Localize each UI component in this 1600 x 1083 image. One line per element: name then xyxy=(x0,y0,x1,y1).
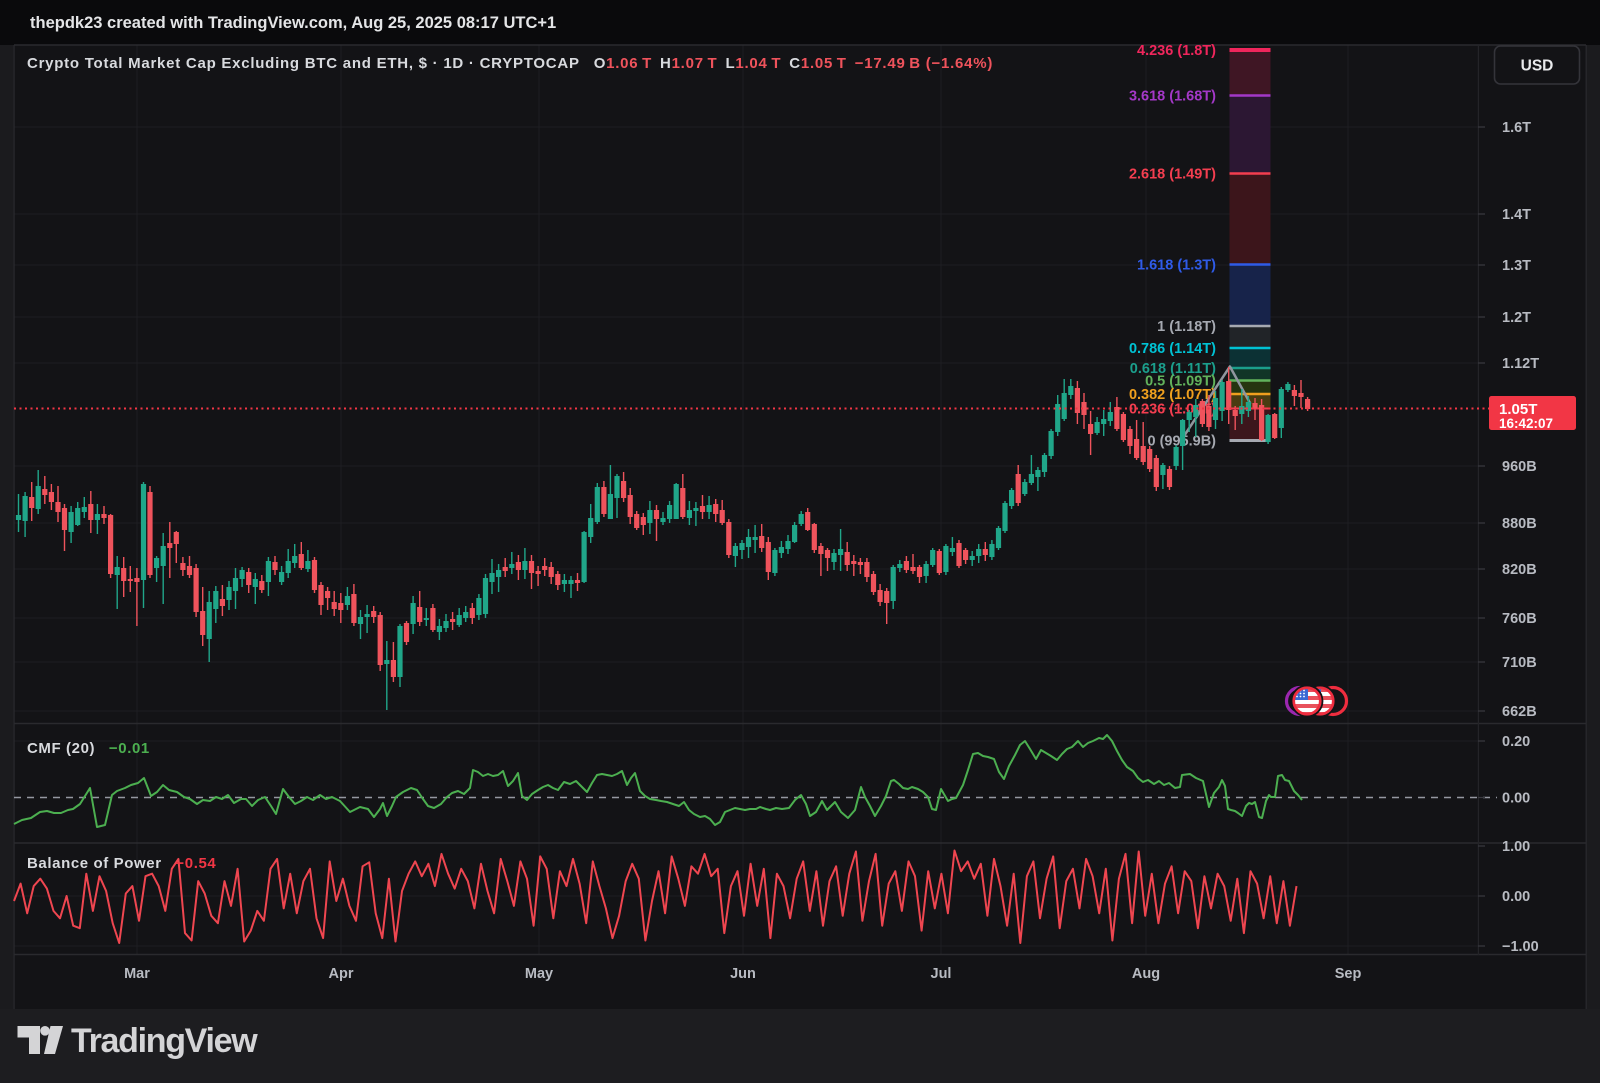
svg-text:3.618 (1.68T): 3.618 (1.68T) xyxy=(1129,89,1216,105)
svg-text:16:42:07: 16:42:07 xyxy=(1499,416,1553,431)
svg-text:Mar: Mar xyxy=(124,966,150,982)
svg-text:820B: 820B xyxy=(1502,562,1537,578)
svg-text:Jul: Jul xyxy=(931,966,952,982)
svg-text:TradingView: TradingView xyxy=(71,1022,258,1060)
svg-text:Apr: Apr xyxy=(329,966,354,982)
svg-text:1.00: 1.00 xyxy=(1502,839,1530,855)
svg-text:0.618 (1.11T): 0.618 (1.11T) xyxy=(1130,361,1216,377)
svg-text:Crypto Total Market Cap Exclud: Crypto Total Market Cap Excluding BTC an… xyxy=(27,55,993,72)
svg-text:1.05T: 1.05T xyxy=(1499,401,1537,418)
svg-text:1 (1.18T): 1 (1.18T) xyxy=(1157,319,1216,335)
svg-text:710B: 710B xyxy=(1502,655,1537,671)
svg-text:0.00: 0.00 xyxy=(1502,889,1530,905)
svg-text:thepdk23 created with TradingV: thepdk23 created with TradingView.com, A… xyxy=(30,14,556,32)
svg-text:760B: 760B xyxy=(1502,611,1537,627)
svg-text:2.618 (1.49T): 2.618 (1.49T) xyxy=(1129,167,1216,183)
svg-text:1.618 (1.3T): 1.618 (1.3T) xyxy=(1137,258,1216,274)
svg-text:662B: 662B xyxy=(1502,704,1537,720)
svg-text:0.382 (1.07T): 0.382 (1.07T) xyxy=(1129,387,1216,403)
svg-text:1.2T: 1.2T xyxy=(1502,310,1531,326)
svg-text:1.6T: 1.6T xyxy=(1502,120,1531,136)
svg-text:CMF (20) −0.01: CMF (20) −0.01 xyxy=(27,740,150,757)
svg-text:880B: 880B xyxy=(1502,516,1537,532)
svg-text:USD: USD xyxy=(1521,58,1554,75)
svg-text:May: May xyxy=(525,966,553,982)
svg-text:Balance of Power −0.54: Balance of Power −0.54 xyxy=(27,855,216,872)
svg-text:0.786 (1.14T): 0.786 (1.14T) xyxy=(1129,341,1216,357)
svg-text:Jun: Jun xyxy=(730,966,756,982)
svg-text:0.20: 0.20 xyxy=(1502,734,1530,750)
svg-text:Aug: Aug xyxy=(1132,966,1160,982)
svg-text:0.00: 0.00 xyxy=(1502,791,1530,807)
svg-text:1.4T: 1.4T xyxy=(1502,207,1531,223)
svg-text:0.5 (1.09T): 0.5 (1.09T) xyxy=(1145,374,1216,390)
svg-text:960B: 960B xyxy=(1502,459,1537,475)
svg-text:Sep: Sep xyxy=(1335,966,1362,982)
svg-text:4.236 (1.8T): 4.236 (1.8T) xyxy=(1137,43,1216,59)
svg-text:1.12T: 1.12T xyxy=(1502,356,1539,372)
svg-text:1.3T: 1.3T xyxy=(1502,258,1531,274)
svg-text:−1.00: −1.00 xyxy=(1502,939,1539,955)
